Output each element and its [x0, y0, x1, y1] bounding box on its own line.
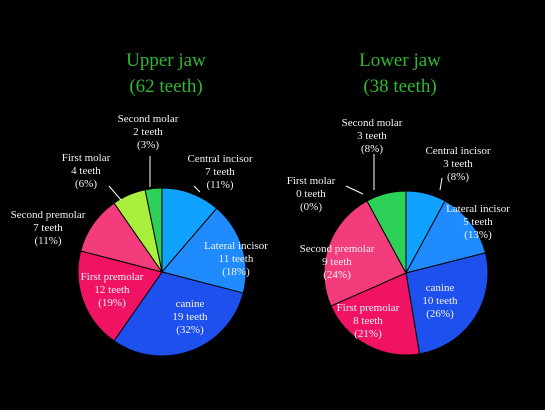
lower-jaw-title: Lower jaw [359, 50, 441, 71]
leader-line [108, 185, 122, 201]
leader-line [345, 185, 364, 195]
slice-label-count: 7 teeth [205, 166, 235, 178]
upper-jaw-subtitle: (62 teeth) [129, 76, 202, 97]
slice-label-name: canine [176, 298, 205, 310]
slice-label-pct_text: (11%) [206, 179, 233, 191]
slice-label-count: 7 teeth [33, 222, 63, 234]
slice-label-name: Lateral incisor [446, 203, 510, 215]
slice-label-count: 5 teeth [463, 216, 493, 228]
leader-line [439, 177, 443, 191]
slice-label-count: 8 teeth [353, 315, 383, 327]
slice-label-count: 11 teeth [219, 253, 254, 265]
pie-slice-lateral-incisor [161, 207, 247, 294]
pie-slice-first-premolar [77, 250, 163, 342]
slice-label-count: 9 teeth [322, 256, 352, 268]
pie-slice-second-molar [144, 187, 163, 273]
slice-label-name: Second molar [118, 113, 179, 125]
slice-label-pct_text: (13%) [464, 229, 492, 241]
slice-label-name: First premolar [81, 271, 144, 283]
pie-slice-first-premolar [330, 272, 421, 356]
slice-label-pct_text: (24%) [323, 269, 351, 281]
slice-label-name: First premolar [337, 302, 400, 314]
slice-label-pct_text: (8%) [447, 171, 469, 183]
slice-label-name: Lateral incisor [204, 240, 268, 252]
slice-label-name: Second premolar [300, 243, 375, 255]
slice-label-count: 3 teeth [443, 158, 473, 170]
slice-label-pct_text: (11%) [34, 235, 61, 247]
slice-label-pct_text: (8%) [361, 143, 383, 155]
slice-label-pct_text: (18%) [222, 266, 250, 278]
slice-label-count: 19 teeth [172, 311, 208, 323]
pie-slice-second-premolar [323, 200, 407, 307]
pie-slice-second-molar [366, 190, 407, 274]
slice-label-count: 10 teeth [422, 295, 458, 307]
slice-label-name: Central incisor [187, 153, 252, 165]
slice-label-pct_text: (21%) [354, 328, 382, 340]
slice-label-pct_text: (3%) [137, 139, 159, 151]
pie-slice-canine [113, 271, 244, 357]
slice-label-pct_text: (6%) [75, 178, 97, 190]
lower-jaw-subtitle: (38 teeth) [363, 76, 436, 97]
slice-label-name: Second molar [342, 117, 403, 129]
slice-label-pct_text: (32%) [176, 324, 204, 336]
slice-label-name: Central incisor [425, 145, 490, 157]
slice-label-name: Second premolar [11, 209, 86, 221]
slice-label-count: 4 teeth [71, 165, 101, 177]
slice-label-pct_text: (26%) [426, 308, 454, 320]
pie-slice-lateral-incisor [405, 200, 487, 274]
slice-label-count: 2 teeth [133, 126, 163, 138]
slice-label-name: First molar [287, 175, 336, 187]
slice-label-count: 12 teeth [94, 284, 130, 296]
pie-slice-canine [405, 252, 489, 355]
slice-label-pct_text: (0%) [300, 201, 322, 213]
slice-label-name: canine [426, 282, 455, 294]
slice-label-name: First molar [62, 152, 111, 164]
slice-label-pct_text: (19%) [98, 297, 126, 309]
upper-jaw-title: Upper jaw [126, 50, 206, 71]
leader-line [193, 185, 201, 193]
slice-label-count: 0 teeth [296, 188, 326, 200]
slice-label-count: 3 teeth [357, 130, 387, 142]
